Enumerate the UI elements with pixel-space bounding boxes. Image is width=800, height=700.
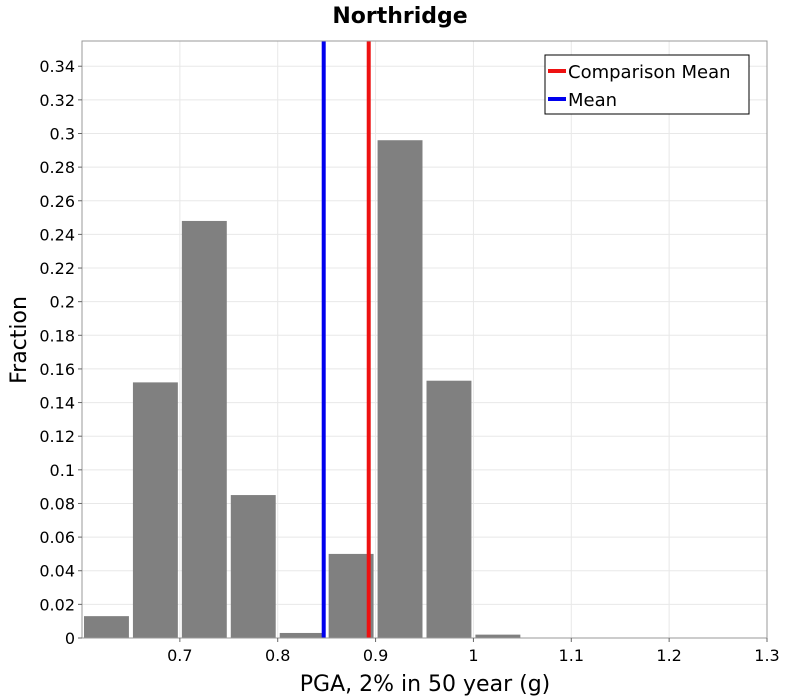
y-tick-label: 0: [65, 629, 75, 648]
histogram-bar: [426, 380, 472, 638]
mean-lines: [321, 41, 371, 638]
x-tick-label: 0.8: [265, 646, 290, 665]
legend-label-comparison-mean: Comparison Mean: [568, 62, 731, 83]
y-tick-label: 0.1: [50, 461, 75, 480]
legend-box: [544, 54, 750, 115]
x-tick-label: 1: [468, 646, 478, 665]
x-tick-label: 1.2: [656, 646, 681, 665]
y-axis-label: Fraction: [7, 296, 32, 384]
x-tick-label: 1.1: [559, 646, 584, 665]
y-tick-label: 0.12: [39, 427, 75, 446]
y-tick-label: 0.04: [39, 562, 75, 581]
histogram-bar: [475, 634, 521, 638]
bars: [84, 140, 521, 638]
histogram-bar: [279, 632, 325, 638]
x-axis: 0.7 0.8 0.9 1 1.1 1.2 1.3: [167, 638, 780, 665]
y-tick-label: 0.22: [39, 259, 75, 278]
legend-label-mean: Mean: [568, 90, 617, 111]
y-tick-label: 0.24: [39, 225, 75, 244]
histogram-bar: [84, 616, 129, 638]
histogram-bar: [328, 553, 374, 638]
legend: Comparison Mean Mean: [544, 54, 750, 115]
x-tick-label: 0.7: [167, 646, 192, 665]
x-tick-label: 0.9: [363, 646, 388, 665]
histogram-bar: [132, 382, 178, 638]
y-tick-label: 0.06: [39, 528, 75, 547]
histogram-bar: [230, 495, 276, 638]
x-tick-label: 1.3: [754, 646, 779, 665]
chart-title: Northridge: [332, 4, 467, 29]
y-tick-label: 0.3: [50, 124, 75, 143]
y-tick-label: 0.26: [39, 192, 75, 211]
y-tick-label: 0.34: [39, 57, 75, 76]
y-tick-label: 0.14: [39, 394, 75, 413]
y-tick-label: 0.18: [39, 326, 75, 345]
y-tick-label: 0.02: [39, 595, 75, 614]
y-tick-label: 0.16: [39, 360, 75, 379]
y-axis: 0 0.02 0.04 0.06 0.08 0.1 0.12 0.14 0.16 0.18 0.2 0…: [39, 57, 82, 648]
x-axis-label: PGA, 2% in 50 year (g): [300, 672, 551, 697]
y-tick-label: 0.08: [39, 494, 75, 513]
histogram-bar: [377, 140, 423, 638]
histogram-bar: [181, 220, 227, 638]
plot-area-frame: [81, 40, 768, 639]
y-tick-label: 0.32: [39, 91, 75, 110]
y-tick-label: 0.28: [39, 158, 75, 177]
y-tick-label: 0.2: [50, 293, 75, 312]
